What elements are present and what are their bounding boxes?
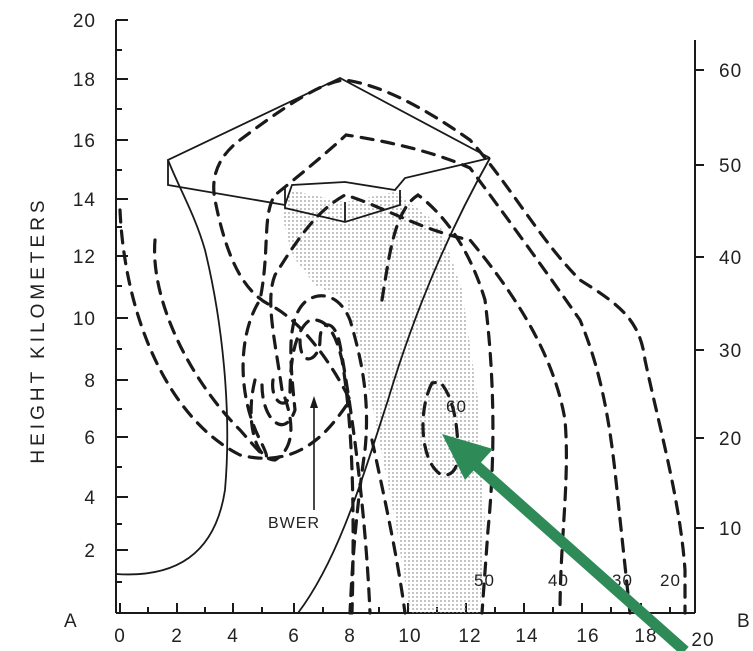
bottom-tick-label: 2 <box>171 626 183 647</box>
right-tick-label: 20 <box>719 429 742 450</box>
corner-label-b: B <box>737 611 751 632</box>
left-tick-label: 4 <box>84 488 96 509</box>
bottom-tick-label: 6 <box>288 626 300 647</box>
bottom-tick-label: 16 <box>576 626 599 647</box>
bottom-tick-label: 20 <box>691 630 714 651</box>
bottom-tick-label: 12 <box>458 626 481 647</box>
y-axis-label: HEIGHT KILOMETERS <box>28 196 49 463</box>
right-tick-label: 40 <box>719 248 742 269</box>
contour-label-60: 60 <box>446 397 467 416</box>
bottom-tick-label: 4 <box>227 626 239 647</box>
bwer-pointer-arrowhead <box>310 396 318 408</box>
bottom-axis-tick-labels: 0 2 4 6 8 10 12 14 16 18 20 <box>114 626 714 651</box>
bottom-axis-ticks <box>119 603 696 613</box>
contour-label-group: 60 50 40 30 20 <box>446 397 681 590</box>
left-axis-ticks <box>116 19 128 583</box>
bottom-tick-label: 14 <box>515 626 538 647</box>
right-tick-label: 50 <box>719 156 742 177</box>
corner-label-a: A <box>64 611 78 632</box>
left-tick-label: 8 <box>84 371 96 392</box>
contour-label-20: 20 <box>660 571 681 590</box>
right-axis-tick-labels: 10 20 30 40 50 60 <box>719 61 742 540</box>
right-tick-label: 30 <box>719 341 742 362</box>
contour-label-50: 50 <box>474 571 495 590</box>
contour-label-40: 40 <box>548 571 569 590</box>
left-tick-label: 2 <box>84 541 96 562</box>
shaded-echo-region <box>282 190 485 613</box>
left-axis-tick-labels: 2 4 6 8 10 12 14 16 18 20 <box>73 11 96 562</box>
left-tick-label: 16 <box>73 131 96 152</box>
bottom-tick-label: 18 <box>634 626 657 647</box>
bottom-tick-label: 0 <box>114 626 126 647</box>
right-tick-label: 60 <box>719 61 742 82</box>
left-tick-label: 18 <box>73 70 96 91</box>
bwer-label: BWER <box>268 515 320 532</box>
reflectivity-contours <box>118 78 687 615</box>
highlight-arrow-head <box>442 434 493 480</box>
bottom-tick-label: 8 <box>344 626 356 647</box>
left-tick-label: 12 <box>73 247 96 268</box>
left-tick-label: 10 <box>73 309 96 330</box>
left-tick-label: 20 <box>73 11 96 32</box>
right-axis-ticks <box>695 69 704 529</box>
bwer-annotation: BWER <box>268 396 320 532</box>
right-tick-label: 10 <box>719 519 742 540</box>
highlight-arrow-shaft <box>466 455 689 651</box>
left-tick-label: 6 <box>84 428 96 449</box>
left-tick-label: 14 <box>73 190 96 211</box>
highlight-arrow <box>442 434 689 651</box>
bottom-tick-label: 10 <box>398 626 421 647</box>
storm-solid-outlines <box>115 76 491 614</box>
